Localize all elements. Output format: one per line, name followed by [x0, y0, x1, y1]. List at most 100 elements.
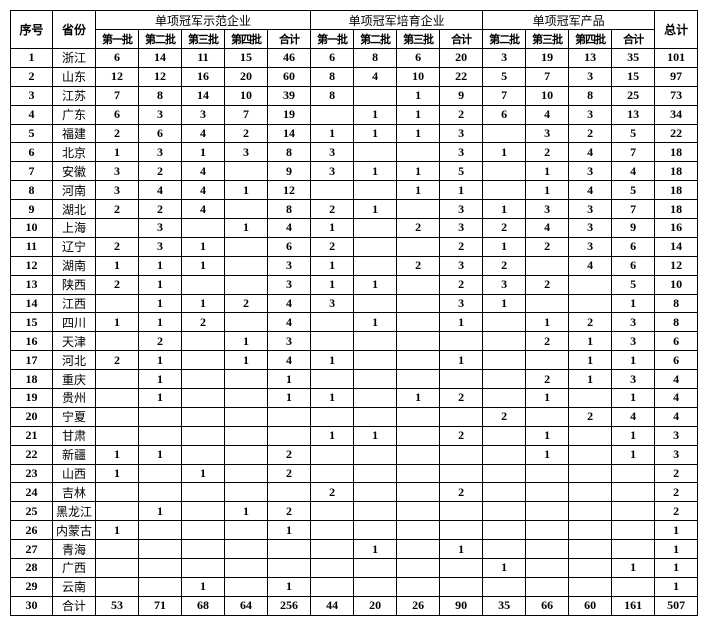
cell-count: 20	[224, 66, 268, 87]
cell-province: 河南	[52, 180, 96, 201]
cell-province: 福建	[52, 123, 96, 144]
cell-count	[482, 123, 527, 144]
table-row: 24 吉林 2 2 2	[10, 482, 699, 503]
cell-seq: 6	[10, 142, 53, 163]
cell-count: 3	[95, 180, 139, 201]
cell-count: 1	[482, 293, 527, 314]
cell-count	[482, 463, 527, 484]
cell-count	[310, 558, 355, 578]
cell-count: 4	[525, 218, 570, 238]
cell-province: 天津	[52, 331, 96, 352]
cell-count: 8	[138, 85, 182, 106]
cell-count	[224, 236, 268, 257]
cell-count: 44	[310, 595, 355, 616]
table-row: 12 湖南 1 1 1 3 1 2 3 2 4 6 12	[10, 255, 699, 276]
cell-count: 1	[181, 255, 225, 276]
cell-count: 8	[310, 66, 355, 87]
cell-count	[482, 312, 527, 333]
table-row: 11 辽宁 2 3 1 6 2 2 1 2 3 6 14	[10, 236, 699, 257]
cell-total: 12	[654, 255, 699, 276]
cell-total: 8	[654, 293, 699, 314]
cell-count	[482, 350, 527, 371]
cell-count	[396, 539, 441, 560]
cell-count: 8	[568, 85, 613, 106]
cell-count: 1	[138, 274, 182, 295]
cell-count: 2	[95, 199, 139, 220]
cell-count: 22	[439, 66, 484, 87]
cell-count: 2	[95, 274, 139, 295]
cell-count: 6	[611, 236, 656, 257]
cell-count	[181, 520, 225, 541]
cell-seq: 4	[10, 104, 53, 125]
cell-count	[353, 501, 398, 522]
cell-count: 1	[439, 312, 484, 333]
cell-count	[482, 501, 527, 522]
cell-count: 6	[396, 48, 441, 68]
cell-count	[181, 218, 225, 238]
cell-count: 4	[181, 180, 225, 201]
cell-count	[482, 180, 527, 201]
cell-count: 64	[224, 595, 268, 616]
cell-count: 1	[95, 444, 139, 465]
cell-count	[310, 520, 355, 541]
cell-count	[439, 369, 484, 390]
cell-count	[224, 406, 268, 427]
table-row: 15 四川 1 1 2 4 1 1 1 2 3 8	[10, 312, 699, 333]
cell-count: 3	[310, 161, 355, 182]
cell-count	[396, 482, 441, 503]
cell-count	[525, 558, 570, 578]
cell-province: 宁夏	[52, 406, 96, 427]
cell-count	[181, 444, 225, 465]
cell-count: 1	[525, 388, 570, 408]
cell-count	[181, 388, 225, 408]
cell-province: 云南	[52, 576, 96, 597]
cell-count	[439, 444, 484, 465]
cell-total: 10	[654, 274, 699, 295]
cell-count	[181, 425, 225, 446]
cell-count	[353, 142, 398, 163]
table-row: 27 青海 1 1 1	[10, 539, 699, 560]
cell-count	[353, 444, 398, 465]
cell-count: 4	[181, 161, 225, 182]
cell-total: 16	[654, 218, 699, 238]
cell-total: 2	[654, 501, 699, 522]
table-row: 6 北京 1 3 1 3 8 3 3 1 2 4 7 18	[10, 142, 699, 163]
cell-total: 3	[654, 444, 699, 465]
cell-count	[310, 312, 355, 333]
cell-count: 2	[439, 104, 484, 125]
header-sub-batch: 第三批	[396, 29, 441, 49]
cell-count: 2	[310, 482, 355, 503]
cell-count: 2	[181, 312, 225, 333]
cell-count: 1	[482, 142, 527, 163]
cell-province: 黑龙江	[52, 501, 96, 522]
table-row: 16 天津 2 1 3 2 1 3 6	[10, 331, 699, 352]
cell-count: 2	[396, 255, 441, 276]
cell-count: 161	[611, 595, 656, 616]
cell-count: 4	[181, 123, 225, 144]
cell-total: 4	[654, 388, 699, 408]
cell-total: 18	[654, 199, 699, 220]
cell-count: 3	[439, 255, 484, 276]
cell-seq: 27	[10, 539, 53, 560]
table-row: 2 山东 12 12 16 20 60 8 4 10 22 5 7 3 15 97	[10, 66, 699, 87]
cell-count	[439, 406, 484, 427]
table-row-total: 30 合计 53 71 68 64 256 44 20 26 90 35 66 60 161 507	[10, 595, 699, 616]
cell-count	[396, 406, 441, 427]
cell-count: 1	[138, 312, 182, 333]
cell-seq: 23	[10, 463, 53, 484]
cell-count: 1	[611, 388, 656, 408]
cell-count: 1	[525, 180, 570, 201]
cell-count: 16	[181, 66, 225, 87]
cell-count	[310, 576, 355, 597]
cell-count: 3	[568, 161, 613, 182]
cell-count	[224, 388, 268, 408]
cell-seq: 21	[10, 425, 53, 446]
cell-count: 26	[396, 595, 441, 616]
cell-count: 53	[95, 595, 139, 616]
cell-province: 重庆	[52, 369, 96, 390]
cell-count	[310, 501, 355, 522]
cell-count	[439, 520, 484, 541]
cell-count	[224, 463, 268, 484]
table-row: 19 贵州 1 1 1 1 2 1 1 4	[10, 388, 699, 408]
cell-count	[181, 274, 225, 295]
